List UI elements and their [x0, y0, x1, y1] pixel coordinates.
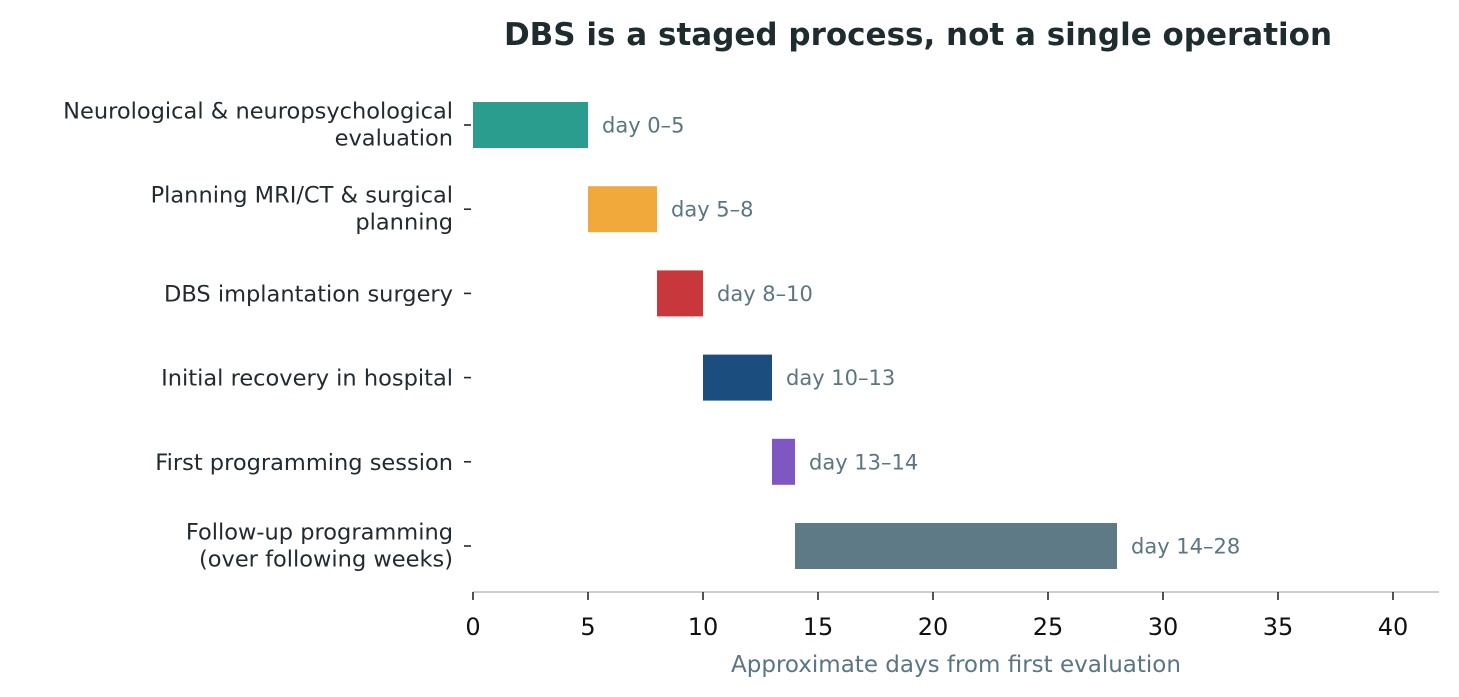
- bars-layer: day 0–5 day 5–8 day 8–10 day 10–13 day 13–14…: [473, 102, 1240, 569]
- x-axis-label: Approximate days from first evaluation: [731, 652, 1181, 678]
- category-label: Follow-up programming (over following wee…: [186, 520, 453, 573]
- x-tick-label: 30: [1148, 613, 1179, 641]
- category-label: DBS implantation surgery: [164, 281, 453, 307]
- bar-data-label: day 10–13: [786, 366, 895, 390]
- category-label-line: Neurological & neuropsychological: [63, 99, 453, 125]
- bar-2: [588, 186, 657, 233]
- category-label-line: evaluation: [335, 126, 453, 152]
- category-label: Neurological & neuropsychological evaluat…: [63, 99, 453, 152]
- x-tick-label: 35: [1263, 613, 1294, 641]
- x-tick-label: 15: [803, 613, 834, 641]
- x-tick-label: 20: [918, 613, 949, 641]
- x-tick-label: 5: [580, 613, 595, 641]
- category-label-line: Initial recovery in hospital: [161, 366, 453, 392]
- category-label: Initial recovery in hospital: [161, 366, 453, 392]
- x-tick-label: 10: [688, 613, 719, 641]
- category-label-line: (over following weeks): [199, 547, 453, 573]
- category-label-line: Follow-up programming: [186, 520, 453, 546]
- x-tick-label: 0: [465, 613, 480, 641]
- y-axis: Neurological & neuropsychological evaluat…: [63, 99, 471, 573]
- category-label: Planning MRI/CT & surgical planning: [151, 183, 453, 236]
- bar-data-label: day 8–10: [717, 282, 813, 306]
- category-label: First programming session: [155, 450, 453, 476]
- bar-6: [795, 523, 1117, 569]
- bar-data-label: day 5–8: [671, 198, 754, 222]
- category-label-line: First programming session: [155, 450, 453, 476]
- x-axis: 0 5 10 15 20 25 30 35 40: [465, 591, 1439, 641]
- bar-5: [772, 438, 795, 485]
- category-label-line: DBS implantation surgery: [164, 281, 453, 307]
- bar-data-label: day 0–5: [602, 114, 685, 138]
- chart-title: DBS is a staged process, not a single op…: [504, 17, 1332, 53]
- bar-data-label: day 14–28: [1131, 535, 1240, 559]
- x-tick-label: 40: [1378, 613, 1409, 641]
- category-label-line: planning: [355, 210, 453, 236]
- bar-4: [703, 354, 772, 401]
- x-tick-label: 25: [1033, 613, 1064, 641]
- category-label-line: Planning MRI/CT & surgical: [151, 183, 453, 209]
- bar-1: [473, 102, 588, 148]
- bar-3: [657, 270, 703, 317]
- bar-data-label: day 13–14: [809, 450, 918, 474]
